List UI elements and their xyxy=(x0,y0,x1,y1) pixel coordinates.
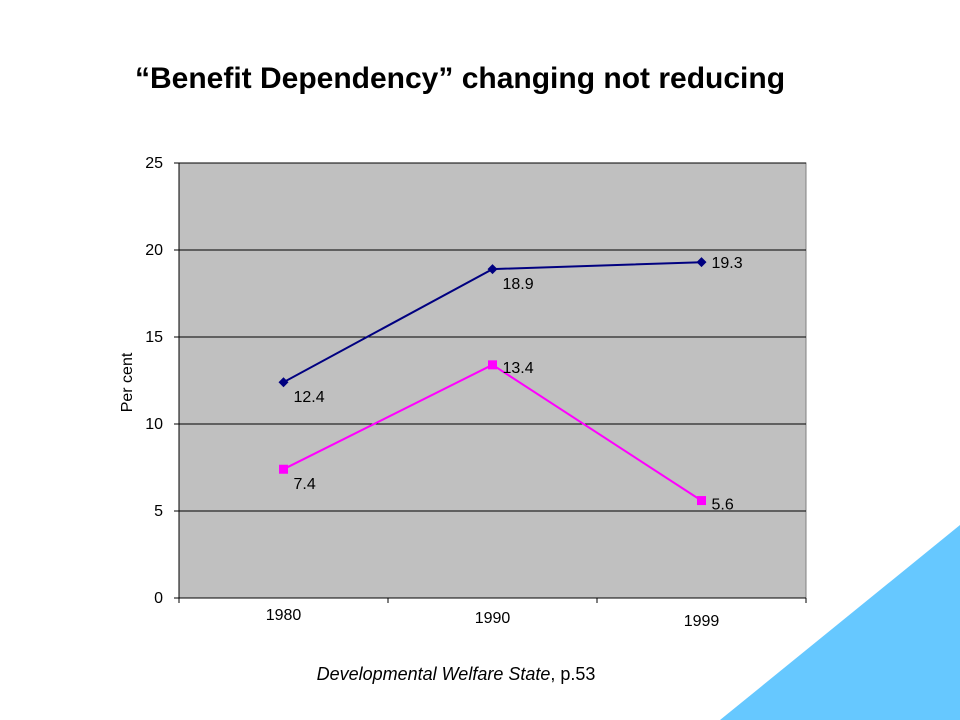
y-tick-label: 10 xyxy=(145,416,163,433)
y-tick-label: 20 xyxy=(145,242,163,259)
source-page: , p.53 xyxy=(550,664,596,684)
y-tick-label: 15 xyxy=(145,329,163,346)
corner-accent-shape xyxy=(720,525,960,720)
series-2-point xyxy=(697,496,706,506)
series-2-data-label: 5.6 xyxy=(712,497,734,514)
plot-area xyxy=(178,162,807,599)
y-tick-label: 0 xyxy=(154,590,163,607)
series-2-data-label: 7.4 xyxy=(294,476,316,493)
slide-title: “Benefit Dependency” changing not reduci… xyxy=(134,62,786,95)
series-2-point xyxy=(279,464,288,474)
x-tick-label: 1990 xyxy=(475,610,511,627)
source-title: Developmental Welfare State xyxy=(316,664,551,684)
series-1-data-label: 12.4 xyxy=(294,389,325,406)
series-2-point xyxy=(488,360,497,370)
series-1-data-label: 19.3 xyxy=(712,255,743,272)
series-2-data-label: 13.4 xyxy=(503,360,534,377)
series-1-data-label: 18.9 xyxy=(503,276,534,293)
source-caption: Developmental Welfare State, p.53 xyxy=(0,664,912,685)
x-tick-label: 1980 xyxy=(266,607,302,624)
y-tick-label: 5 xyxy=(154,503,163,520)
series-1-point xyxy=(487,264,498,275)
x-tick-label: 1999 xyxy=(684,613,720,630)
y-tick-label: 25 xyxy=(145,155,163,172)
series-1-point xyxy=(278,377,289,388)
y-axis-label: Per cent xyxy=(119,352,136,412)
series-1-point xyxy=(696,257,707,268)
